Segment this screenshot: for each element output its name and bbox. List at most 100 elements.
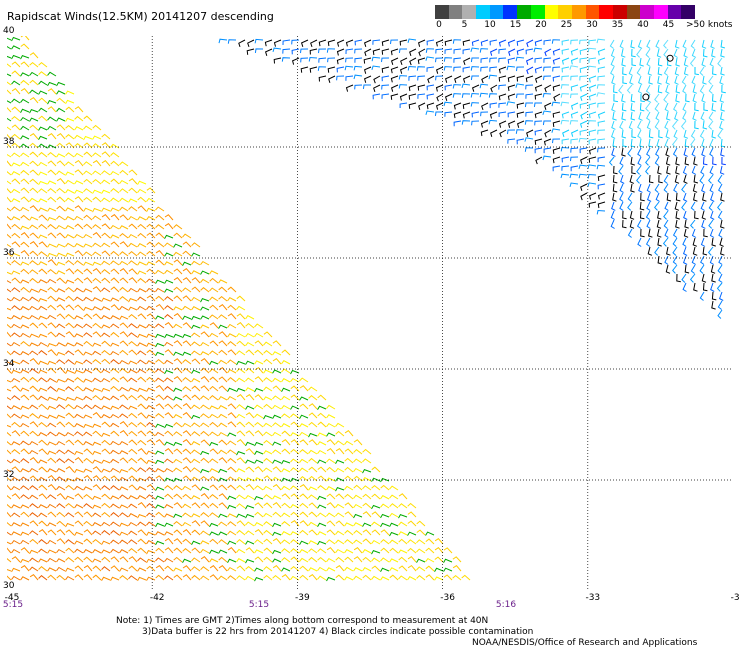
wind-barb [218, 314, 228, 320]
wind-barb [47, 549, 57, 554]
wind-barb [128, 187, 138, 194]
wind-barb [56, 142, 66, 149]
wind-barb [398, 503, 408, 509]
wind-barb [534, 93, 543, 100]
wind-barb [622, 75, 627, 85]
wind-barb [29, 305, 39, 311]
wind-barb [671, 120, 678, 130]
wind-barb [182, 430, 192, 437]
latitude-label: 36 [3, 248, 15, 258]
wind-barb [74, 493, 84, 500]
wind-barb [263, 396, 273, 401]
wind-barb [507, 84, 516, 92]
wind-barb [137, 232, 147, 239]
wind-barb [110, 342, 120, 347]
wind-barb [613, 84, 618, 94]
wind-barb [227, 286, 237, 293]
wind-barb [65, 403, 75, 410]
wind-barb [425, 557, 435, 563]
wind-barb [128, 530, 138, 536]
wind-barb [92, 530, 102, 536]
wind-barb [56, 261, 66, 267]
wind-barb [128, 250, 138, 257]
wind-barb [200, 324, 210, 329]
wind-barb [666, 192, 672, 202]
wind-barb [290, 556, 300, 563]
wind-barb [164, 269, 174, 275]
colorbar-unit: >50 knots [686, 20, 733, 30]
wind-barb [128, 457, 138, 464]
wind-barb [20, 558, 30, 564]
wind-barb [20, 405, 30, 411]
wind-barb [245, 575, 255, 581]
wind-barb [290, 548, 300, 554]
latitude-label: 40 [3, 26, 15, 36]
wind-barb [245, 558, 255, 564]
wind-barb [164, 403, 174, 410]
wind-barb [7, 431, 12, 437]
longitude-label: -45 [4, 593, 20, 603]
wind-barb [335, 448, 345, 455]
wind-barb [29, 232, 39, 239]
wind-barb [29, 413, 39, 419]
wind-barb [173, 224, 183, 230]
wind-barb [344, 65, 354, 71]
wind-barb [7, 342, 12, 347]
wind-barb [146, 467, 156, 473]
wind-barb [65, 396, 75, 402]
wind-barb [7, 126, 12, 131]
wind-barb [626, 84, 633, 94]
wind-barb [7, 280, 12, 284]
wind-barb [191, 270, 201, 275]
wind-barb [254, 360, 264, 365]
wind-barb [533, 47, 543, 53]
wind-barb [83, 378, 93, 383]
wind-barb [409, 48, 417, 57]
wind-barb [254, 332, 264, 338]
wind-barb [47, 144, 57, 149]
wind-barb [191, 414, 201, 420]
wind-barb [155, 377, 165, 383]
wind-barb [570, 111, 579, 119]
wind-barb [20, 576, 30, 581]
wind-barb [38, 90, 48, 95]
wind-barb [683, 228, 689, 238]
wind-barb [38, 268, 48, 275]
wind-barb [569, 120, 579, 125]
wind-barb [281, 574, 291, 581]
wind-barb [272, 377, 282, 383]
wind-barb [20, 387, 30, 392]
wind-barb [101, 576, 111, 581]
wind-barb [718, 183, 723, 193]
wind-barb [137, 180, 147, 186]
wind-barb [7, 188, 12, 194]
wind-barb [281, 387, 291, 392]
wind-barb [101, 387, 111, 393]
wind-barb [462, 102, 471, 109]
wind-barb [480, 129, 489, 137]
wind-barb [398, 565, 408, 572]
wind-barb [716, 282, 723, 292]
wind-barb [699, 264, 705, 274]
wind-barb [399, 93, 408, 101]
wind-barb [173, 251, 183, 257]
wind-barb [690, 39, 696, 49]
wind-barb [675, 165, 680, 175]
wind-barb [236, 404, 246, 410]
wind-barb [631, 165, 636, 175]
wind-barb [345, 57, 354, 63]
wind-barb [227, 540, 237, 545]
wind-barb [92, 178, 102, 185]
wind-barb [692, 237, 697, 247]
wind-barb [461, 120, 471, 125]
wind-barb [137, 513, 147, 519]
wind-barb [407, 502, 417, 509]
wind-barb [209, 538, 219, 545]
wind-barb [335, 530, 345, 536]
wind-barb [690, 264, 696, 274]
wind-barb [534, 66, 543, 74]
wind-barb [580, 156, 588, 165]
wind-barb [137, 313, 147, 320]
wind-barb [56, 449, 66, 455]
wind-barb [83, 369, 93, 374]
